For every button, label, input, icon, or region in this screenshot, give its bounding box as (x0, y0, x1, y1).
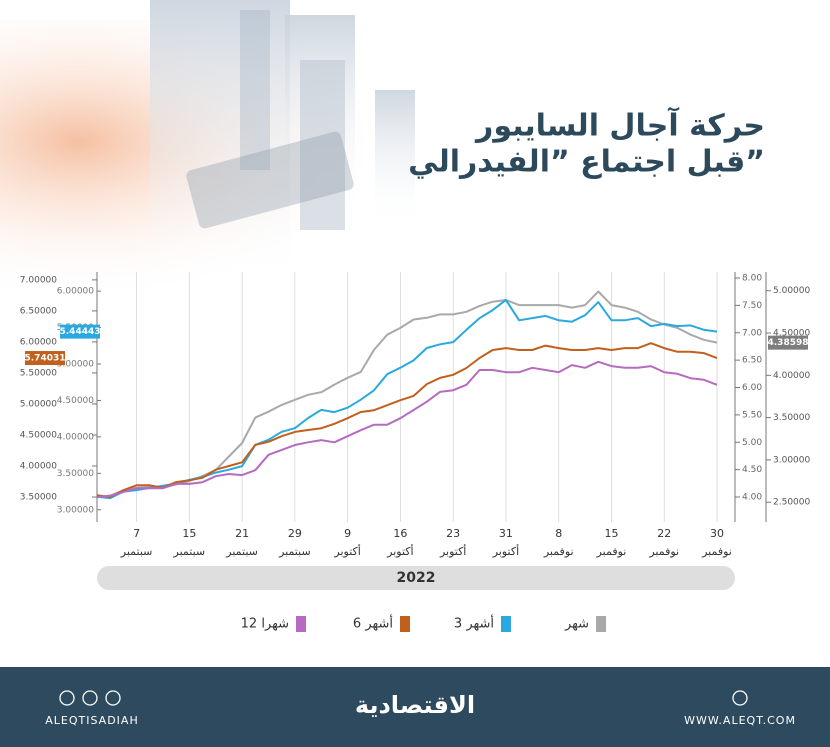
x-tick-label: 15 سبتمبر (173, 527, 206, 558)
y-tick-label: 5.00000 (773, 286, 810, 296)
year-bar (97, 566, 735, 590)
header-background (0, 0, 830, 300)
y-tick-label: 3.50000 (773, 413, 810, 423)
y-tick-label: 3.50000 (57, 469, 94, 479)
y-tick-label: 6.00000 (20, 337, 57, 347)
end-label-box (25, 351, 65, 366)
social-icon[interactable] (82, 690, 98, 706)
y-tick-label: 4.50000 (57, 396, 94, 406)
x-tick-label: 29 سبتمبر (278, 527, 311, 558)
legend-label: 3 أشهر (454, 615, 494, 632)
footer-logo: الاقتصادية (355, 691, 475, 719)
x-axis-label: 2022 (397, 570, 436, 586)
y-tick-label: 8.00 (742, 274, 762, 284)
y-tick-label: 4.50000 (20, 430, 57, 440)
x-tick-label: 8 نوفمبر (543, 527, 574, 558)
y-tick-label: 4.00 (742, 493, 762, 503)
footer-bar (0, 667, 830, 747)
y-tick-label: 4.50000 (773, 329, 810, 339)
y-tick-label: 3.50000 (20, 493, 57, 503)
chart-subtitle: قبل اجتماع ”الفيدرالي” (408, 145, 765, 180)
legend-label: 12 شهرا (241, 617, 289, 632)
x-tick-label: 22 نوفمبر (648, 527, 679, 558)
x-tick-label: 16 أكتوبر (386, 527, 413, 558)
y-tick-label: 6.00 (742, 383, 762, 393)
y-tick-label: 4.00000 (57, 432, 94, 442)
series-line (96, 290, 718, 499)
end-label-box (60, 324, 100, 339)
legend-label: 6 أشهر (353, 615, 393, 632)
y-tick-label: 6.50000 (20, 306, 57, 316)
y-tick-label: 4.00000 (773, 371, 810, 381)
footer-handle: ALEQTISADIAH (45, 714, 138, 727)
x-tick-label: 23 أكتوبر (439, 527, 466, 558)
end-value-label: 5.74031 (25, 354, 66, 364)
y-tick-label: 3.00000 (57, 505, 94, 515)
y-tick-label: 7.00 (742, 328, 762, 338)
legend-swatch (400, 616, 410, 632)
web-icon[interactable] (732, 690, 748, 706)
footer: ALEQTISADIAH الاقتصادية WWW.ALEQT.COM (0, 667, 830, 747)
y-tick-label: 3.00000 (773, 455, 810, 465)
legend-label: شهر (564, 617, 589, 632)
y-tick-label: 5.50000 (20, 368, 57, 378)
y-tick-label: 6.50 (742, 356, 762, 366)
footer-website[interactable]: WWW.ALEQT.COM (684, 714, 796, 727)
y-tick-label: 4.50 (742, 465, 762, 475)
y-tick-label: 6.00000 (57, 287, 94, 297)
end-value-label: 5.44443 (60, 327, 101, 337)
social-icon[interactable] (59, 690, 75, 706)
y-tick-label: 7.50 (742, 301, 762, 311)
social-icon[interactable] (105, 690, 121, 706)
series-line (96, 342, 718, 498)
y-tick-label: 2.50000 (773, 498, 810, 508)
y-tick-label: 5.00 (742, 438, 762, 448)
legend-swatch (596, 616, 606, 632)
x-tick-label: 21 سبتمبر (225, 527, 258, 558)
end-value-label: 4.38598 (768, 338, 809, 348)
series-line (96, 360, 718, 498)
y-tick-label: 4.00000 (20, 462, 57, 472)
x-tick-label: 7 سبتمبر (120, 527, 153, 558)
end-label-box (768, 335, 808, 350)
x-tick-label: 9 أكتوبر (333, 527, 360, 558)
x-tick-label: 15 نوفمبر (596, 527, 627, 558)
legend-swatch (501, 616, 511, 632)
y-tick-label: 5.00000 (57, 360, 94, 370)
x-tick-label: 31 أكتوبر (492, 527, 519, 558)
y-tick-label: 5.00000 (20, 399, 57, 409)
y-tick-label: 7.00000 (20, 275, 57, 285)
x-tick-label: 30 نوفمبر (701, 527, 732, 558)
legend-swatch (296, 616, 306, 632)
y-tick-label: 5.50 (742, 410, 762, 420)
chart-title: حركة آجال السايبور (474, 107, 765, 144)
